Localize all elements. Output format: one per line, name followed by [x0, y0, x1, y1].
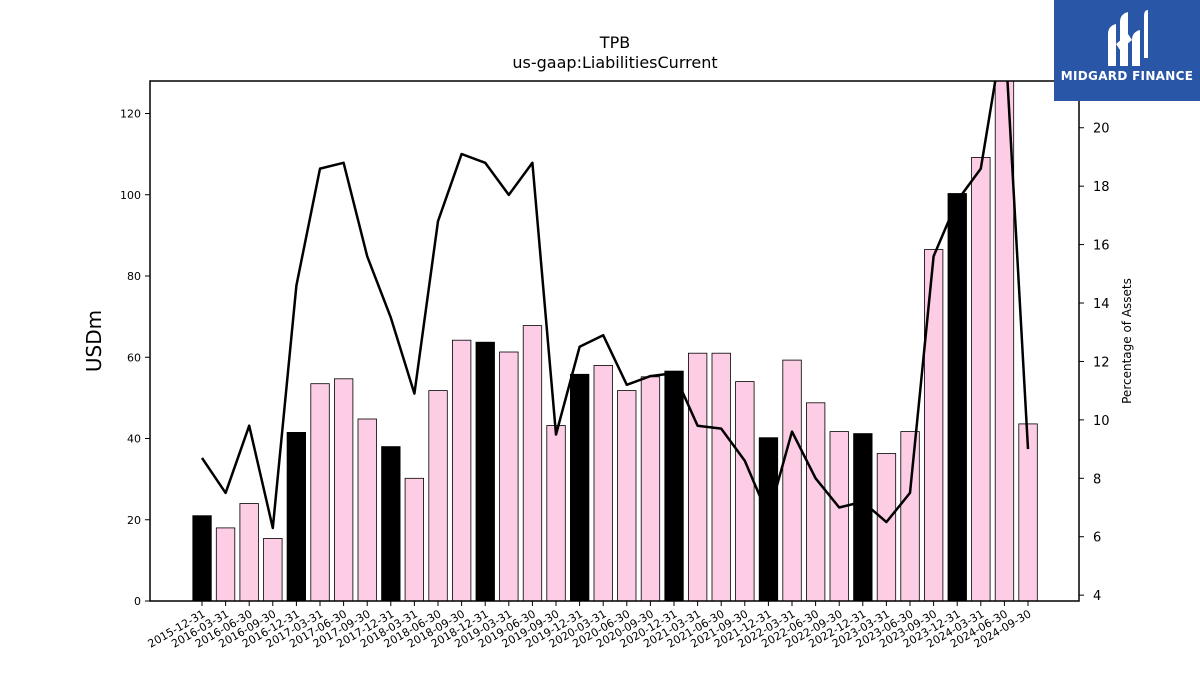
midgard-logo: MIDGARD FINANCE: [1054, 0, 1200, 101]
chart-subtitle: us-gaap:LiabilitiesCurrent: [512, 53, 717, 72]
bar-2019-12-31: [570, 373, 590, 601]
y2-tick-label-16: 16: [1093, 239, 1110, 254]
bar-2023-06-30: [900, 431, 920, 601]
bar-2018-09-30: [451, 339, 472, 601]
bar-2021-03-31: [688, 352, 708, 601]
bar-2019-03-31: [499, 351, 519, 601]
y2-tick-label-20: 20: [1093, 122, 1110, 137]
y2-tick-label-12: 12: [1093, 355, 1110, 370]
bar-2018-06-30: [428, 390, 448, 601]
y-tick-label-80: 80: [127, 270, 141, 283]
x-axis: 2015-12-312016-03-312016-06-302016-09-30…: [146, 601, 1034, 651]
bar-2017-09-30: [357, 418, 377, 601]
bar-2024-09-30: [1018, 423, 1038, 601]
bar-2024-03-31: [971, 156, 991, 601]
bar-2018-12-31: [475, 341, 495, 601]
chart-title: TPB: [599, 33, 630, 52]
bar-2024-06-30: [994, 81, 1015, 601]
percentage-line: [200, 81, 1030, 530]
bar-2017-06-30: [333, 378, 354, 601]
bar-2018-03-31: [404, 477, 425, 601]
y-tick-label-20: 20: [127, 514, 141, 527]
bar-2016-09-30: [263, 538, 283, 601]
y-tick-label-40: 40: [127, 433, 141, 446]
bar-2022-09-30: [829, 431, 849, 601]
y-tick-label-60: 60: [127, 351, 141, 364]
y2-tick-label-6: 6: [1093, 531, 1101, 546]
y2-axis-label: Percentage of Assets: [1120, 278, 1134, 404]
bar-2016-03-31: [215, 527, 236, 601]
bar-2020-09-30: [640, 376, 661, 601]
y2-tick-label-14: 14: [1093, 297, 1110, 312]
logo-text: MIDGARD FINANCE: [1060, 69, 1194, 83]
y2-tick-label-4: 4: [1093, 589, 1101, 604]
bar-2023-12-31: [947, 193, 967, 601]
y-tick-label-100: 100: [120, 189, 141, 202]
left-axis: 0 20 40 60 80 100 120: [120, 108, 150, 608]
y-axis-label: USDm: [82, 310, 106, 372]
bar-series: [192, 81, 1038, 601]
bar-2020-12-31: [664, 370, 684, 601]
bar-2016-06-30: [239, 503, 259, 601]
bar-2019-06-30: [522, 325, 543, 601]
y-tick-label-0: 0: [134, 595, 141, 608]
right-axis: 4 6 8 10 12 14 16 18 20: [1079, 122, 1110, 604]
y2-tick-label-18: 18: [1093, 180, 1110, 195]
bar-2017-12-31: [381, 446, 401, 601]
line-series: [200, 81, 1030, 530]
bar-2016-12-31: [286, 431, 307, 601]
plot-frame: [149, 80, 1080, 602]
y2-tick-label-10: 10: [1093, 414, 1110, 429]
y2-tick-label-8: 8: [1093, 472, 1101, 487]
bar-2021-06-30: [711, 352, 731, 601]
bar-2020-03-31: [593, 364, 613, 601]
bar-2020-06-30: [617, 390, 637, 601]
midgard-logo-icon: [1108, 10, 1148, 66]
bar-2023-09-30: [924, 249, 944, 601]
bar-2022-03-31: [782, 359, 802, 601]
bar-2019-09-30: [546, 425, 566, 601]
bar-2023-03-31: [876, 453, 897, 601]
bar-2015-12-31: [192, 515, 212, 601]
bar-2022-06-30: [806, 402, 826, 601]
bar-2017-03-31: [310, 383, 330, 601]
y-tick-label-120: 120: [120, 108, 141, 121]
bar-2022-12-31: [853, 433, 873, 601]
bar-2021-09-30: [735, 381, 755, 601]
bar-2021-12-31: [758, 437, 779, 601]
